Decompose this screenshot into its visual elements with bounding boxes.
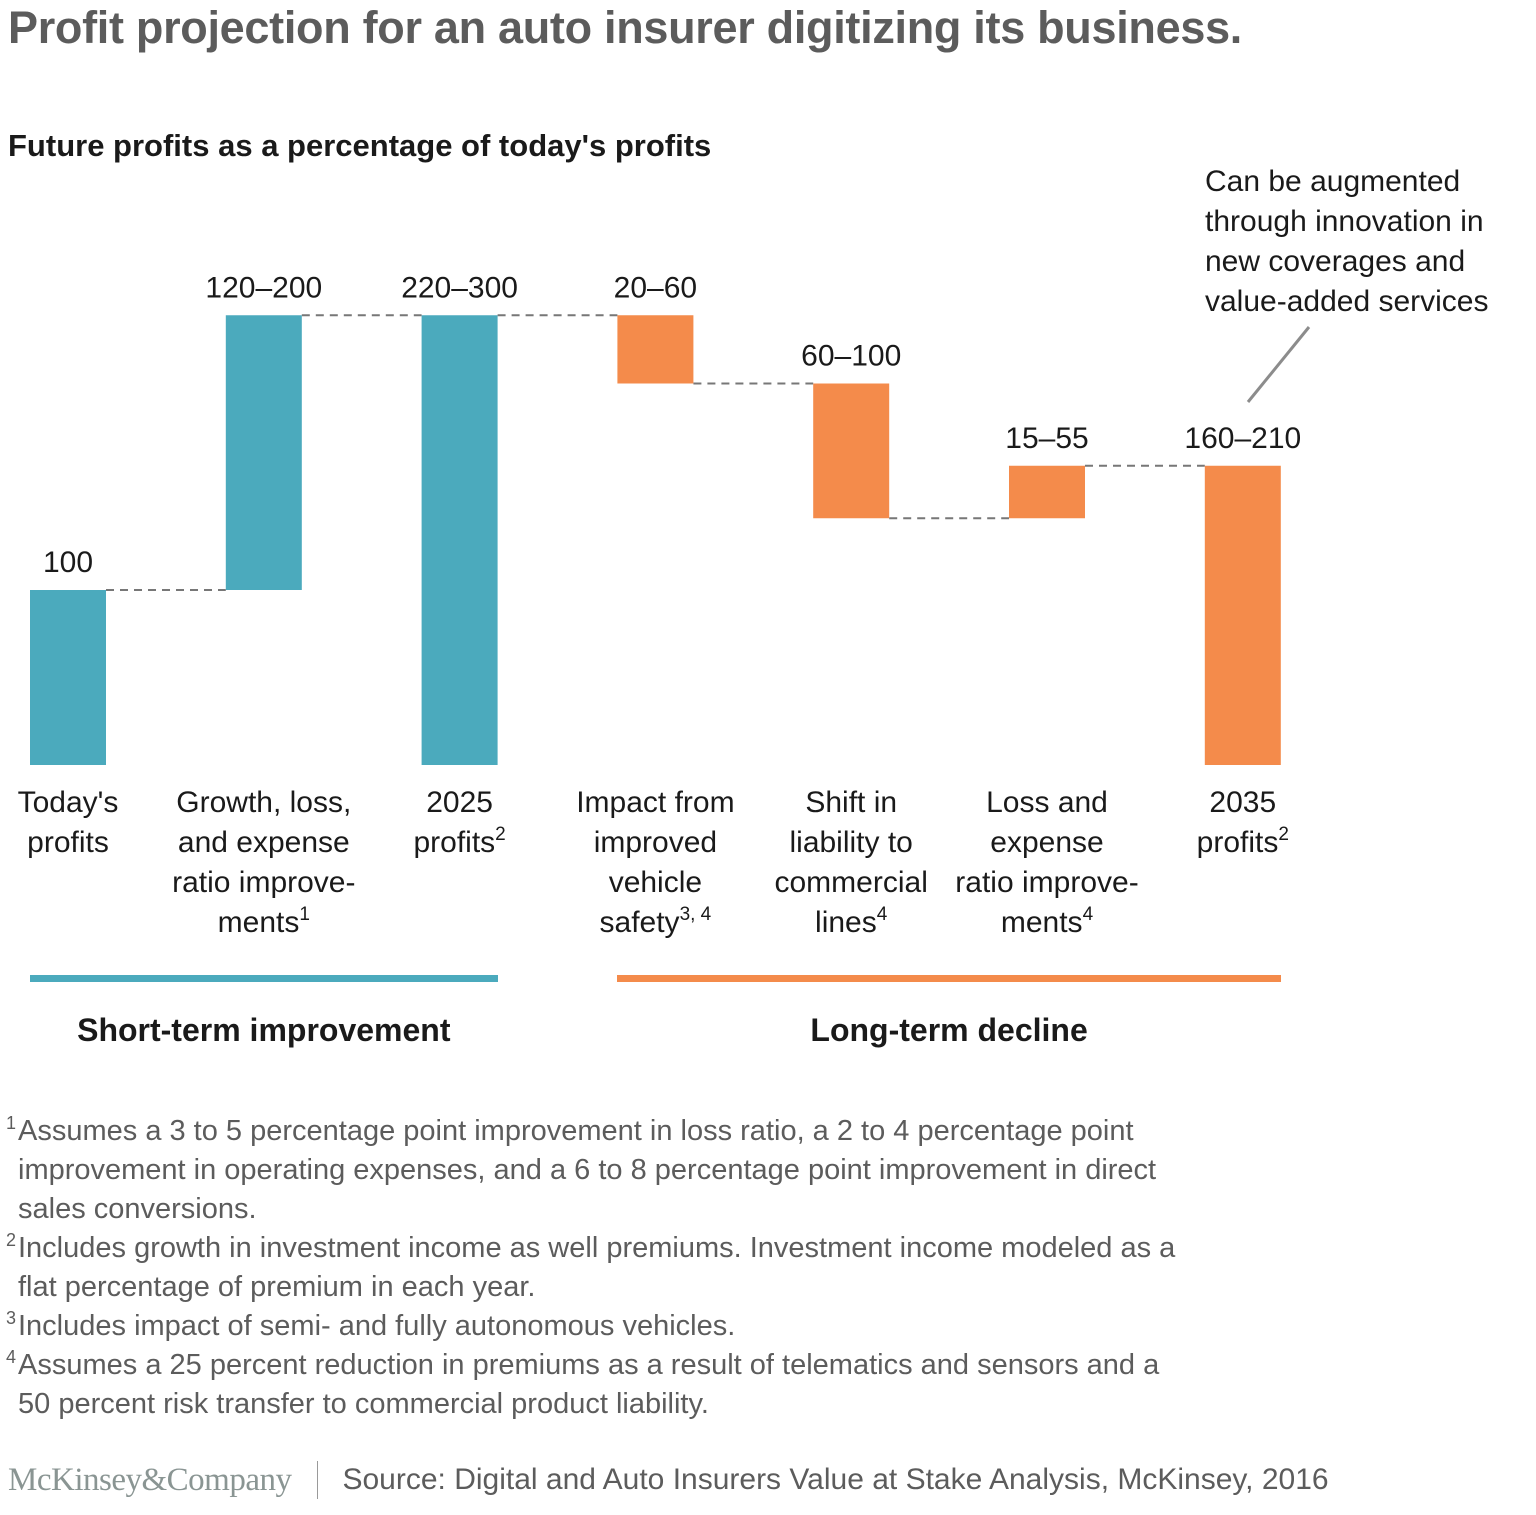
footnote-text: Assumes a 3 to 5 percentage point improv… — [18, 1115, 1157, 1225]
bar-value-labels: 100 120–200 220–300 20–60 60–100 15–55 160–210 — [43, 271, 1301, 579]
bar-value-label: 100 — [43, 546, 93, 579]
group-label-long-term: Long-term decline — [810, 1012, 1088, 1048]
footnote-number: 2 — [6, 1230, 17, 1250]
bar-3 — [617, 315, 694, 384]
footnote-marker: 2 — [495, 824, 506, 845]
connector-lines — [106, 314, 1205, 591]
bar-1 — [225, 315, 302, 590]
mckinsey-logo: McKinsey&Company — [8, 1461, 292, 1498]
footnote-text: Includes impact of semi- and fully auton… — [18, 1310, 736, 1342]
bar-value-label: 120–200 — [205, 271, 322, 304]
chart-subtitle: Future profits as a percentage of today'… — [8, 128, 712, 163]
bar-value-label: 60–100 — [801, 340, 901, 373]
category-label: 2035 profits2 — [1196, 786, 1289, 859]
page-title: Profit projection for an auto insurer di… — [8, 2, 1242, 53]
source-text: Source: Digital and Auto Insurers Value … — [342, 1463, 1329, 1496]
footnote: 1 Assumes a 3 to 5 percentage point impro… — [6, 1112, 1426, 1229]
footnote-marker: 3, 4 — [679, 904, 712, 925]
annotation-leader-line — [1246, 326, 1311, 403]
footer-divider — [317, 1461, 319, 1499]
bar-value-label: 160–210 — [1184, 422, 1301, 455]
group-label-short-term: Short-term improvement — [77, 1012, 451, 1048]
category-label: Shift in liability to commercial lines4 — [774, 786, 928, 939]
bar-2 — [421, 315, 498, 765]
annotation-text: Can be augmented through innovation in n… — [1205, 165, 1489, 318]
bar-value-label: 15–55 — [1005, 422, 1088, 455]
bar-6 — [1204, 465, 1281, 765]
group-bar-short-term — [30, 975, 498, 982]
bar-5 — [1009, 465, 1085, 519]
footnote: 2 Includes growth in investment income as… — [6, 1229, 1426, 1307]
group-bar-long-term — [617, 975, 1281, 982]
footnote-marker: 2 — [1278, 824, 1289, 845]
category-label: 2025 profits2 — [413, 786, 506, 859]
bar-4 — [813, 383, 890, 519]
bars — [30, 315, 1281, 765]
footnote-marker: 4 — [1082, 904, 1094, 925]
footnote-text: Assumes a 25 percent reduction in premiu… — [18, 1349, 1160, 1420]
footnote: 3 Includes impact of semi- and fully auto… — [6, 1307, 1426, 1346]
bar-value-label: 20–60 — [614, 271, 697, 304]
category-label: Impact from improved vehicle safety3, 4 — [576, 786, 735, 939]
footnote-text: Includes growth in investment income as … — [18, 1232, 1176, 1303]
waterfall-chart: 100 120–200 220–300 20–60 60–100 15–55 160–210 — [30, 271, 1311, 765]
footnotes: 1 Assumes a 3 to 5 percentage point impro… — [6, 1112, 1426, 1424]
footnote-marker: 1 — [299, 904, 310, 925]
footnote-number: 1 — [6, 1113, 17, 1133]
footnote-number: 4 — [6, 1347, 17, 1367]
category-label: Today's profits — [17, 786, 119, 859]
bar-value-label: 220–300 — [401, 271, 518, 304]
category-label: Loss and expense ratio improve-ments4 — [955, 786, 1139, 939]
footnote: 4 Assumes a 25 percent reduction in premi… — [6, 1346, 1426, 1424]
footnote-number: 3 — [6, 1308, 17, 1328]
footer: McKinsey&Company Source: Digital and Aut… — [8, 1458, 1329, 1502]
bar-0 — [30, 590, 106, 765]
footnote-marker: 4 — [876, 904, 888, 925]
category-label: Growth, loss, and expense ratio improve-me… — [172, 786, 356, 939]
